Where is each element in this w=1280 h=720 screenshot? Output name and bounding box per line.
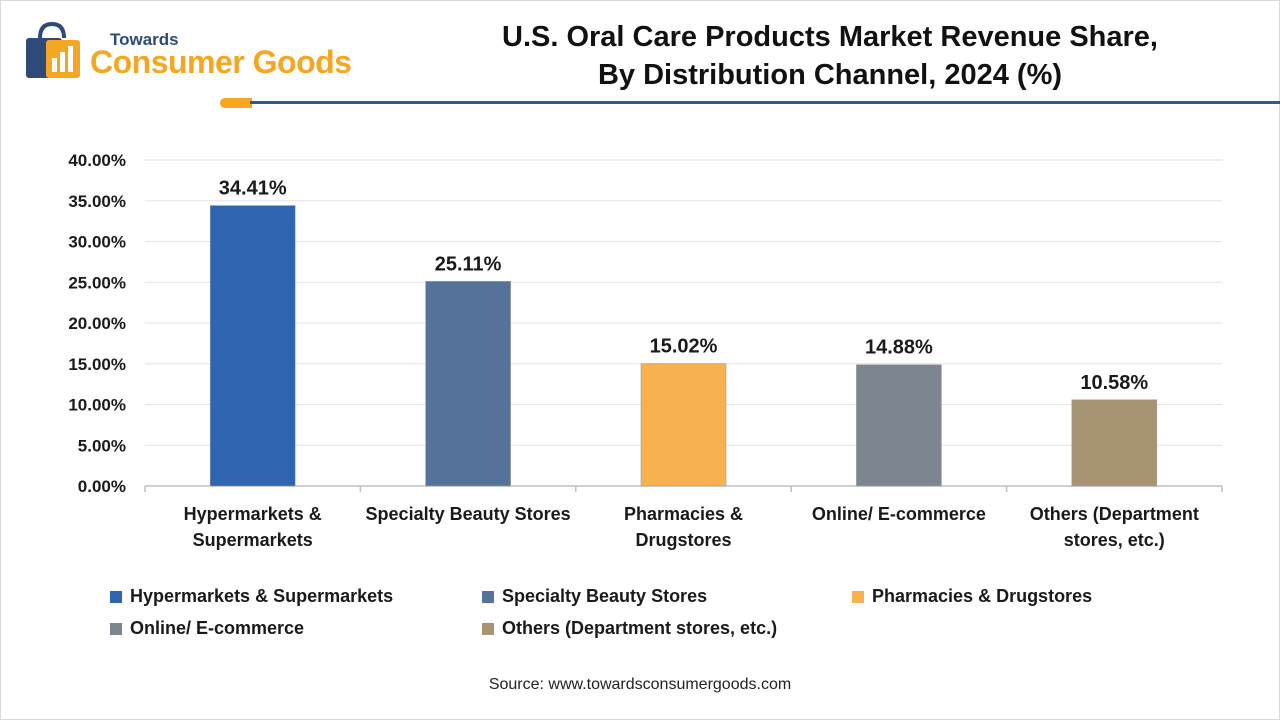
- x-tick-label: Others (Department: [1030, 504, 1199, 524]
- data-label: 34.41%: [219, 178, 287, 200]
- legend-swatch: [110, 590, 122, 603]
- bar: [1071, 399, 1158, 487]
- legend-label: Specialty Beauty Stores: [502, 586, 708, 606]
- logo-big-text: Consumer Goods: [90, 44, 352, 80]
- legend-item: Specialty Beauty Stores: [482, 586, 707, 607]
- y-tick-label: 35.00%: [68, 192, 126, 211]
- y-tick-label: 20.00%: [68, 314, 126, 333]
- chart-title-line-2: By Distribution Channel, 2024 (%): [597, 59, 1063, 91]
- legend-item: Pharmacies & Drugstores: [852, 586, 1092, 607]
- data-label: 10.58%: [1080, 372, 1148, 394]
- x-tick-label: Hypermarkets &: [184, 504, 322, 524]
- chart-title: U.S. Oral Care Products Market Revenue S…: [410, 18, 1250, 94]
- bar: [425, 281, 511, 487]
- logo: Towards Consumer Goods: [18, 18, 378, 90]
- source-text: Source: www.towardsconsumergoods.com: [488, 676, 792, 693]
- y-tick-label: 25.00%: [68, 273, 126, 292]
- y-tick-label: 0.00%: [78, 477, 126, 496]
- x-tick-label: Drugstores: [635, 530, 731, 550]
- x-tick-label: Pharmacies &: [624, 504, 743, 524]
- legend-swatch: [110, 622, 122, 635]
- x-tick-label: Online/ E-commerce: [812, 504, 986, 524]
- shopping-bag-icon: [26, 21, 80, 78]
- chart-title-line-1: U.S. Oral Care Products Market Revenue S…: [502, 21, 1158, 53]
- logo-small-text: Towards: [110, 30, 179, 49]
- legend-label: Hypermarkets & Supermarkets: [130, 586, 394, 606]
- title-rule-tab: [220, 98, 252, 108]
- title-rule: [250, 101, 1280, 104]
- bar: [856, 364, 942, 487]
- x-tick-label: Specialty Beauty Stores: [366, 504, 571, 524]
- x-tick-label: stores, etc.): [1064, 530, 1165, 550]
- legend-label: Others (Department stores, etc.): [502, 618, 778, 638]
- x-tick-label: Supermarkets: [193, 530, 313, 550]
- legend-swatch: [852, 590, 864, 603]
- y-tick-label: 15.00%: [68, 355, 126, 374]
- y-tick-label: 5.00%: [78, 436, 126, 455]
- legend-swatch: [482, 590, 494, 603]
- legend-item: Hypermarkets & Supermarkets: [110, 586, 393, 607]
- data-label: 25.11%: [435, 253, 502, 275]
- data-label: 14.88%: [865, 337, 933, 359]
- legend-item: Online/ E-commerce: [110, 618, 304, 639]
- bar: [640, 363, 727, 487]
- y-tick-label: 40.00%: [68, 151, 126, 170]
- legend-label: Pharmacies & Drugstores: [872, 586, 1093, 606]
- legend-label: Online/ E-commerce: [130, 618, 305, 638]
- y-tick-label: 30.00%: [68, 233, 126, 252]
- legend-item: Others (Department stores, etc.): [482, 618, 777, 639]
- data-label: 15.02%: [650, 336, 718, 358]
- legend-swatch: [482, 622, 494, 635]
- bar: [209, 205, 296, 487]
- y-tick-label: 10.00%: [68, 396, 126, 415]
